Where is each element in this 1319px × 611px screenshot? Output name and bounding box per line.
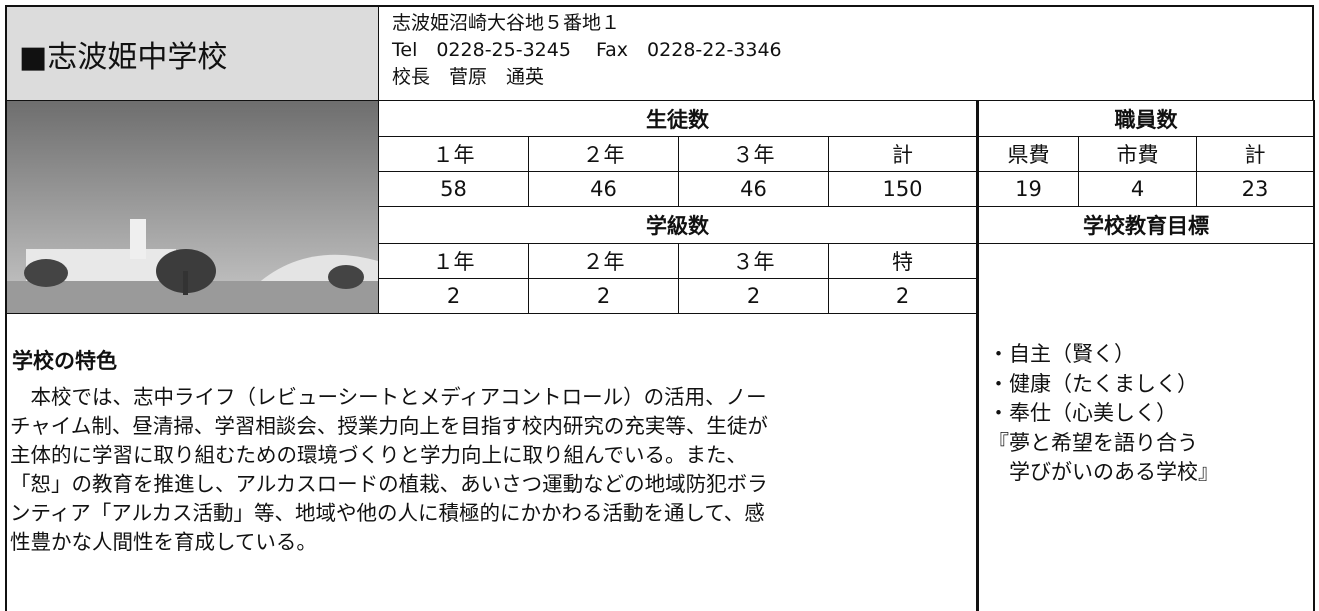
classes-value: 2: [678, 278, 829, 314]
students-value: 150: [828, 171, 977, 207]
features-title: 学校の特色: [12, 349, 117, 373]
school-photo: [6, 101, 378, 313]
goal-line: 『夢と希望を語り合う: [988, 430, 1198, 455]
students-header: １年: [378, 136, 529, 172]
students-value: 58: [378, 171, 529, 207]
photo-frame: [5, 100, 379, 314]
staff-title: 職員数: [976, 100, 1315, 137]
classes-header: ３年: [678, 243, 829, 279]
features-line: ンティア「アルカス活動」等、地域や他の人に積極的にかかわる活動を通して、感: [10, 501, 765, 525]
goal-line: ・自主（賢く）: [988, 342, 1135, 366]
goal-line: ・奉仕（心美しく）: [988, 401, 1177, 425]
classes-header: １年: [378, 243, 529, 279]
classes-value: 2: [528, 278, 679, 314]
staff-value: 4: [1078, 171, 1197, 207]
contact: Tel 0228-25-3245 Fax 0228-22-3346: [392, 39, 782, 61]
goals-title: 学校教育目標: [976, 206, 1315, 244]
classes-value: 2: [828, 278, 977, 314]
students-value: 46: [528, 171, 679, 207]
staff-header: 県費: [976, 136, 1079, 172]
features-line: 性豊かな人間性を育成している。: [10, 530, 317, 554]
staff-header: 市費: [1078, 136, 1197, 172]
staff-value: 19: [976, 171, 1079, 207]
classes-value: 2: [378, 278, 529, 314]
goals-cell: [976, 243, 1315, 611]
students-header: ２年: [528, 136, 679, 172]
students-value: 46: [678, 171, 829, 207]
staff-value: 23: [1196, 171, 1315, 207]
school-name: ■志波姫中学校: [5, 5, 379, 101]
students-header: 計: [828, 136, 977, 172]
features-line: 主体的に学習に取り組むための環境づくりと学力向上に取り組んでいる。また、: [10, 443, 747, 467]
classes-header: 特: [828, 243, 977, 279]
features-line: チャイム制、昼清掃、学習相談会、授業力向上を目指す校内研究の充実等、生徒が: [10, 414, 768, 438]
address: 志波姫沼崎大谷地５番地１: [392, 12, 621, 34]
classes-title: 学級数: [378, 206, 977, 244]
goal-line: 学びがいのある学校』: [988, 460, 1219, 484]
students-header: ３年: [678, 136, 829, 172]
staff-header: 計: [1196, 136, 1315, 172]
goal-line: ・健康（たくましく）: [988, 371, 1198, 396]
students-title: 生徒数: [378, 100, 977, 137]
features-line: 本校では、志中ライフ（レビューシートとメディアコントロール）の活用、ノー: [10, 385, 767, 409]
classes-header: ２年: [528, 243, 679, 279]
features-line: 「恕」の教育を推進し、アルカスロードの植栽、あいさつ運動などの地域防犯ボラ: [10, 472, 768, 496]
principal: 校長 菅原 通英: [392, 66, 545, 88]
